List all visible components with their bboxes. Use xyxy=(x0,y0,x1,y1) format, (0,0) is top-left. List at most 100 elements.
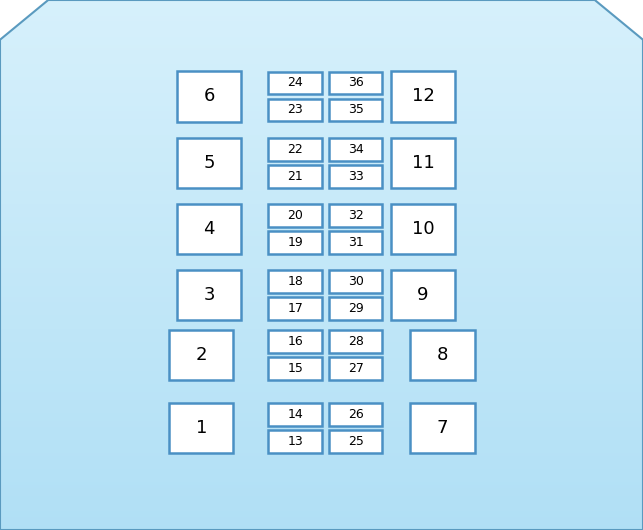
Bar xyxy=(0,313,643,315)
Bar xyxy=(0,111,643,114)
Bar xyxy=(0,371,643,374)
Bar xyxy=(0,8,643,11)
Bar xyxy=(0,511,643,514)
Bar xyxy=(0,408,643,411)
Bar xyxy=(0,395,643,398)
Text: 31: 31 xyxy=(348,236,363,249)
Text: 21: 21 xyxy=(287,170,303,183)
FancyBboxPatch shape xyxy=(269,403,322,426)
FancyBboxPatch shape xyxy=(329,430,382,453)
Bar xyxy=(0,217,643,220)
Text: 29: 29 xyxy=(348,302,363,315)
Bar xyxy=(0,366,643,368)
Bar xyxy=(0,146,643,148)
Bar xyxy=(0,19,643,21)
Bar xyxy=(0,13,643,16)
Bar xyxy=(0,265,643,268)
FancyBboxPatch shape xyxy=(269,330,322,353)
Bar xyxy=(0,374,643,376)
Bar xyxy=(0,337,643,339)
Bar xyxy=(0,315,643,318)
Bar xyxy=(0,21,643,24)
Bar xyxy=(0,363,643,366)
Bar xyxy=(0,297,643,299)
Bar xyxy=(0,450,643,453)
Bar xyxy=(0,305,643,307)
Bar xyxy=(0,90,643,93)
FancyBboxPatch shape xyxy=(329,297,382,320)
Bar xyxy=(0,342,643,344)
Text: 2: 2 xyxy=(195,346,207,364)
Bar xyxy=(0,249,643,252)
FancyBboxPatch shape xyxy=(269,357,322,380)
Bar xyxy=(0,260,643,262)
Bar xyxy=(0,440,643,443)
Bar xyxy=(0,413,643,416)
Bar xyxy=(0,480,643,482)
Bar xyxy=(0,167,643,170)
Bar xyxy=(0,159,643,162)
FancyBboxPatch shape xyxy=(329,165,382,188)
Bar xyxy=(0,40,643,42)
Bar xyxy=(0,281,643,284)
Bar xyxy=(0,358,643,360)
Bar xyxy=(0,360,643,363)
Text: 18: 18 xyxy=(287,275,303,288)
Bar xyxy=(0,58,643,61)
Bar xyxy=(0,482,643,485)
Text: 24: 24 xyxy=(287,76,303,90)
Bar xyxy=(0,525,643,527)
Bar xyxy=(0,432,643,435)
Text: 3: 3 xyxy=(203,286,215,304)
Bar xyxy=(0,376,643,379)
Text: 6: 6 xyxy=(203,87,215,105)
Bar xyxy=(0,276,643,278)
Bar xyxy=(0,299,643,302)
Bar xyxy=(0,469,643,472)
FancyBboxPatch shape xyxy=(269,270,322,293)
Bar xyxy=(0,132,643,135)
Bar xyxy=(0,448,643,450)
Bar xyxy=(0,419,643,421)
Bar xyxy=(0,445,643,448)
Text: 36: 36 xyxy=(348,76,363,90)
Bar xyxy=(0,53,643,56)
Bar xyxy=(0,344,643,347)
Text: 33: 33 xyxy=(348,170,363,183)
Bar xyxy=(0,504,643,506)
Bar xyxy=(0,162,643,164)
Text: 8: 8 xyxy=(437,346,448,364)
Bar xyxy=(0,456,643,458)
Bar xyxy=(0,519,643,522)
Bar xyxy=(0,186,643,188)
Bar xyxy=(0,334,643,337)
Bar xyxy=(0,384,643,387)
Bar xyxy=(0,498,643,501)
Bar xyxy=(0,424,643,427)
Bar xyxy=(0,69,643,72)
Bar xyxy=(0,109,643,111)
Bar xyxy=(0,225,643,228)
Bar xyxy=(0,3,643,5)
Bar xyxy=(0,50,643,53)
Bar xyxy=(0,254,643,257)
FancyBboxPatch shape xyxy=(329,99,382,121)
Bar xyxy=(0,458,643,461)
Bar xyxy=(0,209,643,212)
Bar xyxy=(0,45,643,48)
Bar xyxy=(0,72,643,74)
Bar xyxy=(0,228,643,231)
FancyBboxPatch shape xyxy=(269,138,322,161)
Bar xyxy=(0,501,643,503)
Bar xyxy=(0,119,643,122)
Bar xyxy=(0,199,643,201)
Bar xyxy=(0,379,643,382)
Bar xyxy=(0,421,643,424)
Bar xyxy=(0,66,643,69)
Text: 17: 17 xyxy=(287,302,303,315)
FancyBboxPatch shape xyxy=(269,430,322,453)
Bar xyxy=(0,493,643,496)
Bar xyxy=(0,286,643,289)
Bar xyxy=(0,466,643,469)
Text: 32: 32 xyxy=(348,209,363,222)
